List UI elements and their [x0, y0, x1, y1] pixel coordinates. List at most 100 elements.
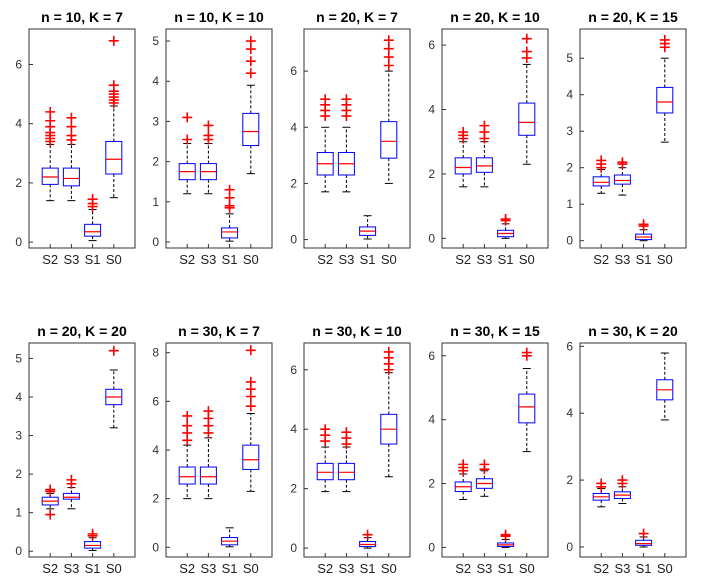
y-tick-label: 4 [290, 120, 297, 134]
box [221, 227, 239, 239]
y-tick-label: 2 [15, 176, 22, 190]
box [656, 86, 674, 114]
box [380, 121, 398, 159]
subplot-panel: n = 30, K = 7 0 2 4 6 8 S2 S3 S1 S0 [152, 323, 273, 576]
outlier-marker [182, 420, 193, 431]
y-tick-label: 4 [15, 117, 22, 131]
y-tick-label: 5 [15, 351, 22, 365]
outlier-marker [362, 529, 373, 540]
y-tick-label: 5 [152, 34, 159, 48]
box [242, 444, 260, 470]
x-tick-label: S1 [85, 561, 101, 576]
outlier-marker [521, 347, 532, 358]
y-tick-label: 4 [566, 88, 573, 102]
y-tick-label: 5 [566, 51, 573, 65]
outlier-marker [245, 376, 256, 387]
axes-frame [165, 342, 273, 558]
x-tick-label: S2 [179, 252, 195, 267]
x-tick-label: S0 [106, 561, 122, 576]
outlier-marker [108, 345, 119, 356]
x-tick-label: S3 [338, 561, 354, 576]
box [613, 174, 631, 185]
x-tick-label: S2 [455, 561, 471, 576]
outlier-marker [479, 459, 490, 470]
y-tick-label: 4 [290, 422, 297, 436]
y-tick-label: 0 [152, 540, 159, 554]
x-tick-label: S3 [63, 252, 79, 267]
outlier-marker [182, 134, 193, 145]
outlier-marker [320, 424, 331, 435]
outlier-marker [617, 157, 628, 168]
box [337, 462, 355, 481]
y-tick-label: 2 [152, 492, 159, 506]
y-tick-label: 2 [152, 155, 159, 169]
subplot-panel: n = 30, K = 20 0 2 4 6 S2 S3 S1 S0 [566, 323, 687, 576]
outlier-marker [45, 484, 56, 495]
y-tick-label: 0 [566, 234, 573, 248]
x-tick-label: S3 [338, 252, 354, 267]
outlier-marker [596, 155, 607, 166]
outlier-marker [479, 120, 490, 131]
y-tick-label: 2 [15, 467, 22, 481]
x-tick-label: S2 [455, 252, 471, 267]
y-tick-label: 0 [566, 540, 573, 554]
x-tick-label: S1 [498, 252, 514, 267]
y-tick-label: 3 [566, 124, 573, 138]
outlier-marker [245, 401, 256, 412]
subplot-title: n = 30, K = 10 [312, 323, 402, 339]
outlier-marker [203, 130, 214, 141]
outlier-marker [500, 529, 511, 540]
y-tick-label: 6 [152, 394, 159, 408]
y-tick-label: 1 [152, 195, 159, 209]
y-tick-label: 4 [428, 413, 435, 427]
x-tick-label: S1 [498, 561, 514, 576]
y-tick-label: 4 [566, 406, 573, 420]
x-tick-label: S3 [476, 252, 492, 267]
outlier-marker [638, 528, 649, 539]
y-tick-label: 0 [15, 544, 22, 558]
x-tick-label: S2 [593, 252, 609, 267]
y-tick-label: 8 [152, 346, 159, 360]
y-tick-label: 6 [290, 363, 297, 377]
outlier-marker [659, 34, 670, 45]
outlier-marker [383, 60, 394, 71]
outlier-marker [66, 130, 77, 141]
x-tick-label: S3 [614, 561, 630, 576]
y-tick-label: 2 [428, 167, 435, 181]
x-tick-label: S0 [519, 252, 535, 267]
outlier-marker [203, 120, 214, 131]
y-tick-label: 4 [152, 443, 159, 457]
axes-frame [579, 28, 687, 249]
x-tick-label: S0 [243, 252, 259, 267]
x-tick-label: S1 [85, 252, 101, 267]
outlier-marker [45, 115, 56, 126]
outlier-marker [341, 427, 352, 438]
y-tick-label: 2 [290, 176, 297, 190]
y-tick-label: 6 [428, 349, 435, 363]
subplot-panel: n = 20, K = 15 0 1 2 3 4 5 S2 S3 S1 S0 [566, 9, 687, 267]
outlier-marker [87, 194, 98, 205]
subplot-panel: n = 10, K = 7 0 2 4 6 S2 S3 S1 S0 [15, 9, 136, 267]
axes-frame [441, 342, 549, 558]
subplot-title: n = 30, K = 20 [588, 323, 678, 339]
box [242, 112, 260, 147]
outlier-marker [66, 474, 77, 485]
y-tick-label: 1 [15, 506, 22, 520]
subplot-title: n = 30, K = 7 [178, 323, 260, 339]
outlier-marker [320, 94, 331, 105]
subplot-title: n = 20, K = 7 [316, 9, 398, 25]
axes-frame [28, 342, 136, 558]
y-tick-label: 1 [566, 197, 573, 211]
y-tick-label: 0 [290, 541, 297, 555]
box [635, 539, 653, 546]
outlier-marker [341, 94, 352, 105]
box [475, 157, 493, 173]
axes-frame [441, 28, 549, 249]
box [62, 492, 80, 500]
x-tick-label: S0 [381, 561, 397, 576]
outlier-marker [66, 112, 77, 123]
outlier-marker [596, 478, 607, 489]
x-tick-label: S3 [63, 561, 79, 576]
axes-frame [303, 342, 411, 558]
